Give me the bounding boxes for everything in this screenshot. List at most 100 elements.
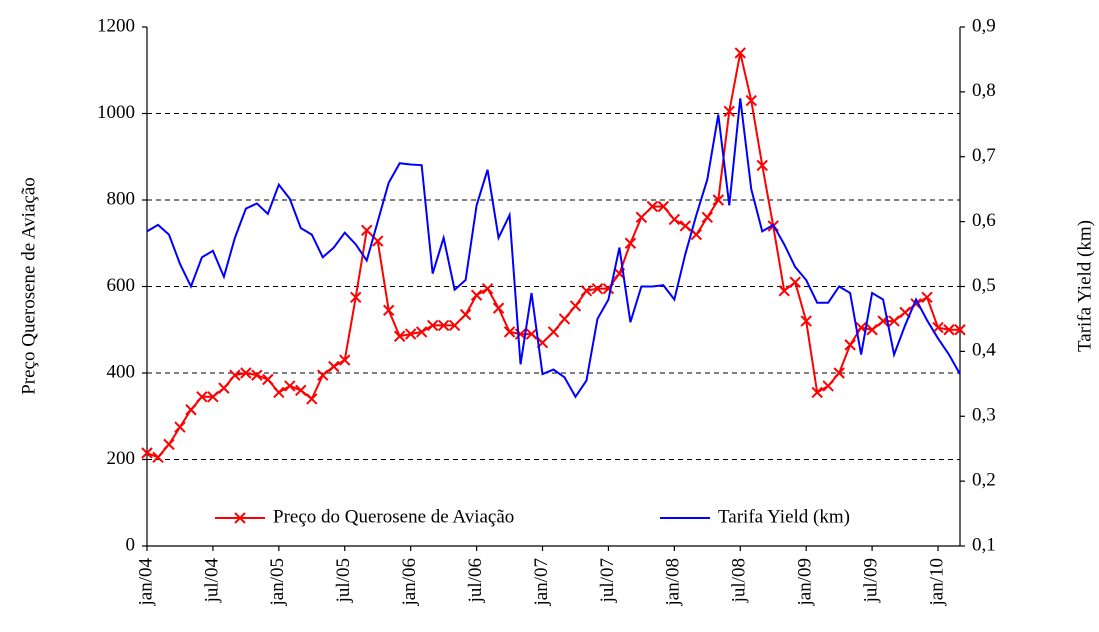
y-axis-title: Preço Querosene de Aviação bbox=[18, 177, 39, 395]
marker bbox=[393, 330, 406, 342]
y2-tick-label: 0,6 bbox=[972, 210, 996, 231]
x-tick-label: jul/08 bbox=[729, 558, 750, 603]
x-tick-label: jul/05 bbox=[333, 558, 354, 603]
marker bbox=[635, 211, 648, 224]
marker bbox=[415, 326, 428, 338]
marker bbox=[778, 285, 790, 297]
y-tick-label: 400 bbox=[107, 361, 136, 382]
marker bbox=[690, 228, 703, 241]
marker bbox=[712, 194, 725, 206]
marker bbox=[547, 326, 560, 338]
legend-label: Preço do Querosene de Aviação bbox=[273, 506, 514, 527]
marker bbox=[361, 224, 373, 236]
marker bbox=[306, 393, 318, 405]
y2-tick-label: 0,1 bbox=[972, 534, 996, 555]
marker bbox=[163, 438, 175, 451]
marker bbox=[174, 421, 186, 433]
marker bbox=[932, 321, 944, 334]
marker bbox=[229, 369, 241, 381]
marker bbox=[185, 404, 197, 416]
marker bbox=[844, 339, 856, 351]
marker bbox=[789, 276, 801, 288]
marker bbox=[426, 319, 439, 332]
x-tick-label: jan/07 bbox=[531, 558, 552, 607]
y2-tick-label: 0,2 bbox=[972, 469, 996, 490]
marker bbox=[800, 315, 812, 327]
marker bbox=[888, 315, 900, 327]
y-tick-label: 1000 bbox=[97, 102, 135, 123]
marker bbox=[723, 105, 735, 118]
marker bbox=[668, 213, 681, 226]
marker bbox=[448, 319, 461, 332]
marker bbox=[234, 512, 246, 524]
marker bbox=[646, 200, 659, 213]
marker bbox=[866, 324, 878, 336]
marker bbox=[152, 451, 164, 464]
y-tick-label: 600 bbox=[107, 275, 136, 296]
marker bbox=[822, 380, 834, 392]
marker bbox=[503, 326, 516, 338]
marker bbox=[833, 367, 845, 379]
marker bbox=[701, 211, 714, 224]
marker bbox=[196, 391, 208, 403]
y2-tick-label: 0,9 bbox=[972, 15, 996, 36]
y2-tick-label: 0,7 bbox=[972, 145, 996, 166]
marker bbox=[492, 302, 505, 314]
marker bbox=[734, 47, 746, 59]
marker bbox=[569, 300, 582, 312]
x-tick-label: jan/05 bbox=[267, 558, 288, 607]
marker bbox=[679, 220, 692, 232]
marker bbox=[811, 386, 823, 399]
x-tick-label: jan/10 bbox=[926, 558, 947, 607]
x-tick-label: jan/08 bbox=[663, 558, 684, 607]
series-line bbox=[146, 98, 961, 399]
marker bbox=[328, 360, 340, 373]
x-tick-label: jan/06 bbox=[399, 558, 420, 607]
x-tick-label: jul/09 bbox=[860, 558, 881, 603]
marker bbox=[207, 391, 219, 403]
marker bbox=[943, 324, 955, 336]
marker bbox=[350, 291, 362, 304]
y-tick-label: 0 bbox=[126, 534, 136, 555]
marker bbox=[580, 285, 593, 297]
x-tick-label: jan/04 bbox=[135, 558, 156, 607]
marker bbox=[481, 282, 494, 295]
marker bbox=[295, 384, 307, 397]
marker bbox=[745, 94, 757, 107]
x-tick-label: jul/06 bbox=[465, 558, 486, 603]
marker bbox=[339, 354, 351, 366]
y2-axis-title: Tarifa Yield (km) bbox=[1074, 220, 1095, 352]
marker bbox=[657, 200, 670, 213]
marker bbox=[372, 235, 384, 247]
marker bbox=[591, 282, 604, 295]
marker bbox=[317, 369, 329, 381]
marker bbox=[218, 382, 230, 394]
x-tick-label: jul/04 bbox=[201, 558, 222, 604]
marker bbox=[141, 447, 153, 459]
marker bbox=[470, 289, 483, 301]
marker bbox=[459, 308, 472, 321]
marker bbox=[558, 313, 571, 325]
marker bbox=[284, 380, 296, 392]
marker bbox=[273, 386, 285, 399]
marker bbox=[404, 328, 417, 340]
marker bbox=[240, 367, 252, 379]
marker bbox=[954, 324, 966, 336]
y2-tick-label: 0,5 bbox=[972, 275, 996, 296]
marker bbox=[525, 328, 538, 340]
legend-label: Tarifa Yield (km) bbox=[718, 506, 850, 527]
marker bbox=[921, 291, 933, 304]
y-tick-label: 1200 bbox=[97, 15, 135, 36]
x-tick-label: jul/07 bbox=[597, 558, 618, 603]
y-tick-label: 200 bbox=[107, 448, 136, 469]
y-tick-label: 800 bbox=[107, 188, 136, 209]
marker bbox=[262, 373, 274, 386]
y2-tick-label: 0,8 bbox=[972, 80, 996, 101]
y2-tick-label: 0,3 bbox=[972, 405, 996, 426]
marker bbox=[382, 304, 395, 316]
marker bbox=[756, 159, 768, 172]
marker bbox=[251, 369, 263, 381]
y2-tick-label: 0,4 bbox=[972, 340, 996, 361]
x-tick-label: jan/09 bbox=[795, 558, 816, 607]
